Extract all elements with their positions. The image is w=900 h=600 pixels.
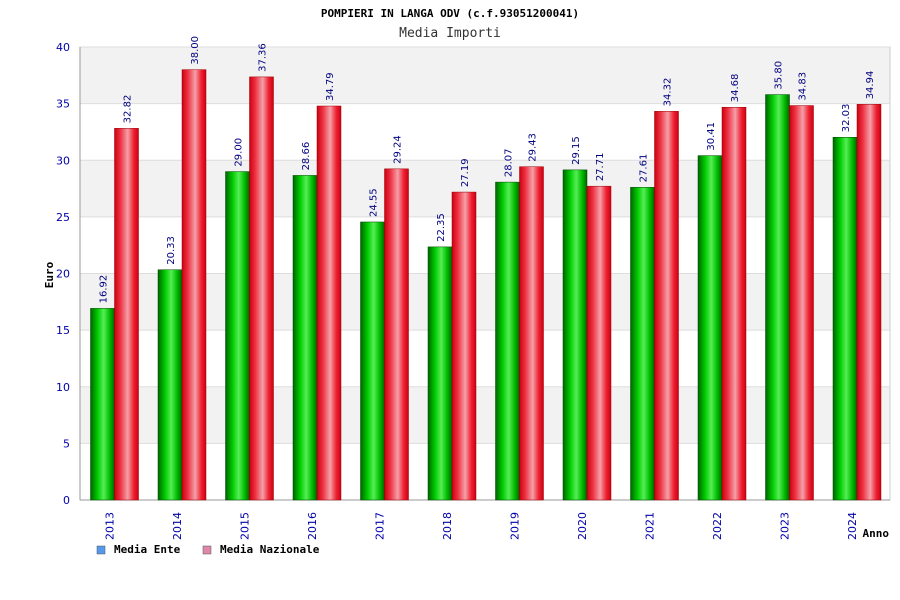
- bar-media-ente-2018: [427, 246, 453, 501]
- data-label-media-nazionale-2023: 34.83: [798, 72, 809, 101]
- y-tick-label: 20: [56, 268, 70, 281]
- y-tick-label: 25: [56, 211, 70, 224]
- bar-media-ente-2014: [157, 269, 183, 501]
- x-tick-label-2018: 2018: [441, 512, 454, 540]
- plot-band: [80, 103, 890, 161]
- y-axis-label: Euro: [43, 261, 56, 288]
- legend: Media Ente Media Nazionale: [96, 543, 320, 556]
- bar-media-ente-2015: [225, 171, 250, 501]
- bar-media-ente-2016: [292, 175, 318, 501]
- plot-band: [80, 47, 890, 104]
- bar-media-ente-2019: [495, 181, 520, 501]
- bars: [90, 69, 882, 501]
- x-tick-label-2015: 2015: [239, 512, 252, 540]
- plot-band: [80, 216, 890, 274]
- y-tick-label: 15: [56, 324, 70, 337]
- data-label-media-ente-2018: 22.35: [436, 213, 447, 242]
- legend-label-media-nazionale: Media Nazionale: [220, 543, 320, 556]
- bar-media-ente-2022: [697, 155, 723, 501]
- data-label-media-nazionale-2019: 29.43: [528, 133, 539, 162]
- chart-title: POMPIERI IN LANGA ODV (c.f.93051200041): [321, 7, 579, 20]
- plot-background: [79, 46, 891, 501]
- bar-media-ente-2023: [765, 94, 790, 501]
- y-tick-label: 30: [56, 154, 70, 167]
- grid-lines: [79, 46, 890, 501]
- data-label-media-ente-2013: 16.92: [99, 275, 110, 304]
- y-tick-label: 0: [63, 494, 70, 507]
- y-tick-label: 40: [56, 41, 70, 54]
- x-tick-label-2013: 2013: [104, 512, 117, 540]
- x-tick-label-2016: 2016: [306, 512, 319, 540]
- x-tick-label-2020: 2020: [576, 512, 589, 540]
- y-axis-ticks: 0 5 10 15 20 25 30 35 40: [56, 41, 70, 507]
- bar-media-nazionale-2018: [451, 191, 477, 501]
- data-label-media-ente-2019: 28.07: [504, 148, 515, 177]
- data-label-media-ente-2014: 20.33: [166, 236, 177, 265]
- legend-swatch-media-nazionale: [202, 545, 212, 555]
- bar-media-nazionale-2019: [519, 166, 544, 501]
- bar-media-ente-2024: [832, 137, 858, 501]
- data-label-media-nazionale-2020: 27.71: [595, 153, 606, 182]
- bar-media-nazionale-2013: [114, 128, 139, 501]
- data-label-media-ente-2021: 27.61: [639, 154, 650, 183]
- x-tick-label-2019: 2019: [509, 512, 522, 540]
- x-tick-label-2023: 2023: [779, 512, 792, 540]
- bar-media-nazionale-2021: [654, 111, 679, 501]
- x-axis-label: Anno: [863, 527, 890, 540]
- bar-media-nazionale-2015: [249, 76, 274, 501]
- data-label-media-ente-2017: 24.55: [369, 188, 380, 217]
- data-label-media-nazionale-2024: 34.94: [865, 71, 876, 100]
- bar-media-ente-2021: [630, 187, 655, 501]
- data-labels: 16.92 32.82 20.33 38.00 29.00 37.36 28.66 34.79…: [99, 36, 877, 303]
- x-tick-label-2021: 2021: [644, 512, 657, 540]
- plot-band: [80, 160, 890, 217]
- plot-band: [80, 330, 890, 387]
- data-label-media-nazionale-2017: 29.24: [393, 135, 404, 164]
- plot-band: [80, 386, 890, 444]
- data-label-media-ente-2023: 35.80: [774, 61, 785, 90]
- bar-media-nazionale-2023: [789, 105, 814, 501]
- data-label-media-ente-2022: 30.41: [706, 122, 717, 151]
- chart-subtitle: Media Importi: [399, 26, 501, 41]
- y-tick-label: 5: [63, 437, 70, 450]
- data-label-media-nazionale-2015: 37.36: [258, 43, 269, 72]
- plot-band: [80, 443, 890, 500]
- bar-media-nazionale-2016: [316, 105, 342, 501]
- plot-band: [80, 273, 890, 331]
- x-tick-label-2024: 2024: [846, 512, 859, 540]
- y-tick-label: 10: [56, 381, 70, 394]
- data-label-media-ente-2024: 32.03: [841, 104, 852, 133]
- data-label-media-nazionale-2021: 34.32: [663, 78, 674, 107]
- data-label-media-ente-2016: 28.66: [301, 142, 312, 171]
- bar-media-nazionale-2017: [384, 168, 409, 501]
- legend-label-media-ente: Media Ente: [114, 543, 181, 556]
- x-tick-label-2014: 2014: [171, 512, 184, 540]
- bar-media-nazionale-2024: [856, 104, 882, 501]
- data-label-media-nazionale-2022: 34.68: [730, 74, 741, 103]
- data-label-media-nazionale-2013: 32.82: [123, 95, 134, 124]
- data-label-media-nazionale-2016: 34.79: [325, 72, 336, 101]
- data-label-media-ente-2015: 29.00: [234, 138, 245, 167]
- x-tick-label-2017: 2017: [374, 512, 387, 540]
- bar-media-ente-2013: [90, 308, 115, 501]
- legend-swatch-media-ente: [96, 545, 106, 555]
- data-label-media-nazionale-2014: 38.00: [190, 36, 201, 65]
- x-axis-ticks: 2013 2014 2015 2016 2017 2018 2019 2020 2021 2022…: [104, 512, 860, 540]
- bar-media-nazionale-2020: [586, 185, 612, 501]
- bar-media-nazionale-2014: [181, 69, 207, 501]
- data-label-media-ente-2020: 29.15: [571, 136, 582, 165]
- bar-media-ente-2017: [360, 221, 385, 501]
- y-tick-label: 35: [56, 98, 70, 111]
- x-tick-label-2022: 2022: [711, 512, 724, 540]
- bar-media-nazionale-2022: [721, 106, 747, 501]
- bar-media-ente-2020: [562, 169, 588, 501]
- data-label-media-nazionale-2018: 27.19: [460, 158, 471, 187]
